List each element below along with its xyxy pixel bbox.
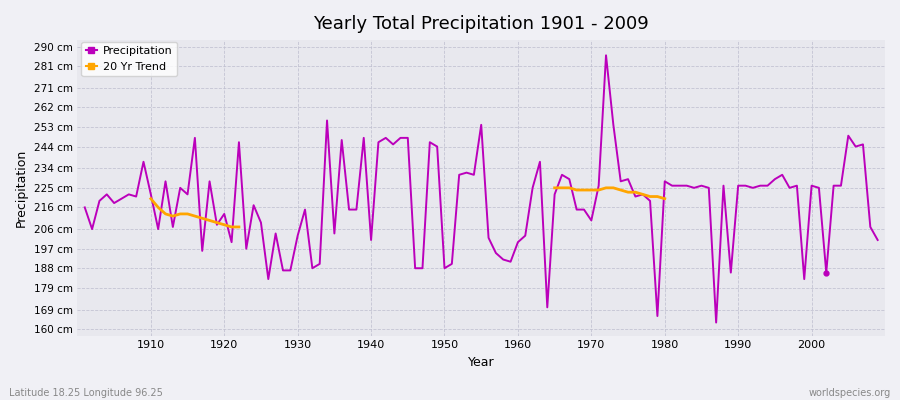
Text: worldspecies.org: worldspecies.org	[809, 388, 891, 398]
Text: Latitude 18.25 Longitude 96.25: Latitude 18.25 Longitude 96.25	[9, 388, 163, 398]
X-axis label: Year: Year	[468, 356, 494, 369]
Legend: Precipitation, 20 Yr Trend: Precipitation, 20 Yr Trend	[82, 42, 176, 76]
Title: Yearly Total Precipitation 1901 - 2009: Yearly Total Precipitation 1901 - 2009	[313, 15, 649, 33]
Y-axis label: Precipitation: Precipitation	[15, 149, 28, 227]
